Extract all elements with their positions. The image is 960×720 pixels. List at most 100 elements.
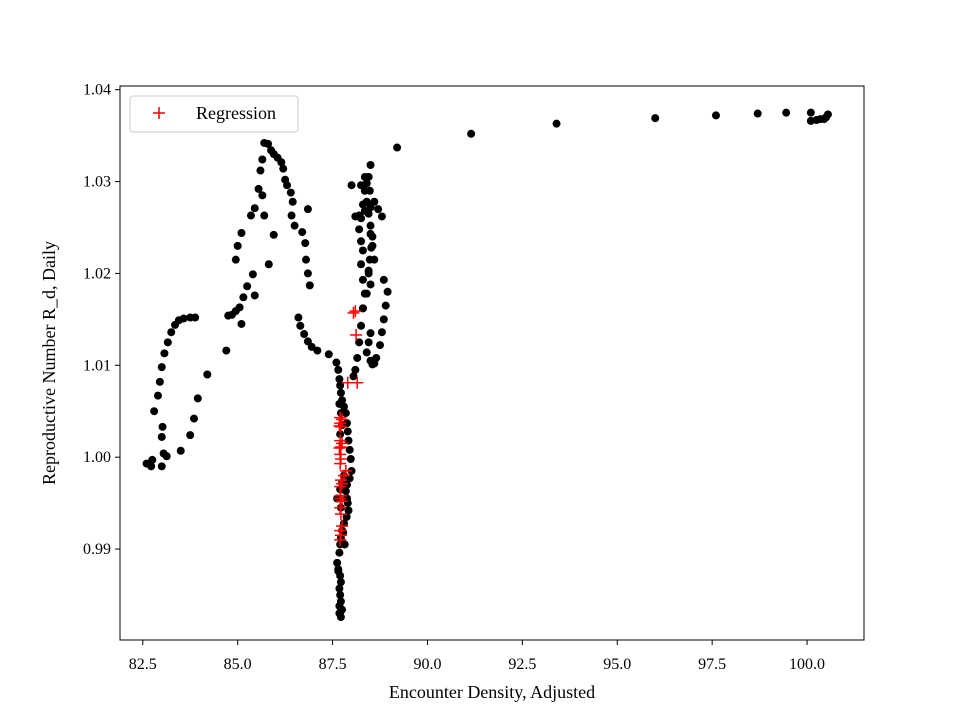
data-point bbox=[264, 260, 273, 269]
data-point bbox=[360, 206, 369, 215]
data-point bbox=[237, 228, 246, 237]
regression-point bbox=[334, 420, 347, 433]
regression-point bbox=[334, 489, 347, 502]
x-tick-label: 95.0 bbox=[603, 656, 631, 673]
data-point bbox=[336, 409, 345, 418]
data-point bbox=[711, 111, 720, 120]
data-point bbox=[358, 304, 367, 313]
legend-marker-regression bbox=[153, 107, 165, 119]
data-point bbox=[360, 172, 369, 181]
data-point bbox=[335, 584, 344, 593]
data-point bbox=[377, 328, 386, 337]
data-point bbox=[335, 399, 344, 408]
data-point bbox=[160, 349, 169, 358]
data-point bbox=[150, 407, 159, 416]
y-axis-label: Reproductive Number R_d, Daily bbox=[39, 241, 59, 485]
data-point bbox=[345, 445, 354, 454]
data-point bbox=[288, 197, 297, 206]
data-point bbox=[355, 211, 364, 220]
data-point bbox=[237, 319, 246, 328]
data-point bbox=[782, 108, 791, 117]
data-point bbox=[753, 109, 762, 118]
x-axis-label: Encounter Density, Adjusted bbox=[389, 682, 595, 702]
data-point bbox=[366, 329, 375, 338]
data-point bbox=[355, 225, 364, 234]
data-point bbox=[552, 119, 561, 128]
data-point bbox=[362, 348, 371, 357]
data-point bbox=[324, 350, 333, 359]
data-point bbox=[300, 330, 309, 339]
regression-point bbox=[341, 376, 354, 389]
regression-point bbox=[350, 328, 363, 341]
data-point bbox=[334, 567, 343, 576]
regression-point bbox=[334, 508, 347, 521]
regression-point bbox=[334, 533, 347, 546]
data-point bbox=[357, 321, 366, 330]
data-point bbox=[343, 499, 352, 508]
data-point bbox=[344, 506, 353, 515]
data-point bbox=[286, 188, 295, 197]
data-point bbox=[254, 184, 263, 193]
legend: Regression bbox=[129, 95, 299, 133]
data-point bbox=[264, 139, 273, 148]
regression-point bbox=[334, 480, 347, 493]
data-point bbox=[370, 197, 379, 206]
regression-point bbox=[333, 441, 346, 454]
data-point bbox=[368, 241, 377, 250]
data-point bbox=[298, 228, 307, 237]
data-point bbox=[303, 205, 312, 214]
data-point bbox=[335, 375, 344, 384]
regression-point bbox=[349, 305, 362, 318]
data-point bbox=[301, 239, 310, 248]
regression-point bbox=[334, 457, 347, 470]
data-point bbox=[157, 432, 166, 441]
data-point bbox=[231, 255, 240, 264]
data-point bbox=[250, 204, 259, 213]
data-point bbox=[296, 321, 305, 330]
data-point bbox=[342, 512, 351, 521]
data-point bbox=[158, 422, 167, 431]
data-point bbox=[374, 205, 383, 214]
data-point bbox=[336, 590, 345, 599]
x-tick-label: 87.5 bbox=[319, 656, 347, 673]
data-point bbox=[302, 255, 310, 264]
regression-point bbox=[333, 419, 346, 432]
data-point bbox=[823, 110, 832, 119]
data-point bbox=[313, 346, 322, 355]
data-point bbox=[467, 129, 476, 138]
data-point bbox=[346, 455, 355, 464]
data-point bbox=[203, 370, 212, 379]
y-axis: 0.99 1.00 1.01 1.02 1.03 1.04 bbox=[83, 82, 120, 558]
x-tick-label: 85.0 bbox=[224, 656, 252, 673]
data-point bbox=[336, 381, 345, 390]
data-point bbox=[651, 114, 660, 123]
y-tick-label: 1.01 bbox=[83, 357, 111, 374]
data-point bbox=[260, 211, 269, 220]
data-point bbox=[290, 221, 299, 230]
data-point bbox=[347, 181, 356, 190]
data-point bbox=[379, 275, 388, 284]
data-point bbox=[186, 431, 195, 440]
data-point bbox=[256, 166, 265, 175]
data-point bbox=[222, 346, 231, 355]
data-point bbox=[335, 548, 344, 557]
data-point bbox=[381, 301, 390, 310]
regression-series bbox=[333, 305, 364, 546]
data-point bbox=[167, 328, 176, 337]
data-point bbox=[287, 211, 296, 220]
data-point bbox=[357, 260, 366, 269]
data-point bbox=[193, 394, 202, 403]
data-point bbox=[243, 282, 252, 291]
data-point bbox=[355, 338, 364, 347]
data-point bbox=[153, 391, 162, 400]
data-point bbox=[340, 540, 349, 549]
data-point bbox=[335, 609, 344, 618]
data-point bbox=[344, 436, 353, 445]
regression-point bbox=[334, 434, 347, 447]
data-point bbox=[157, 462, 166, 471]
data-point bbox=[307, 342, 316, 351]
data-point bbox=[357, 181, 366, 190]
data-point bbox=[336, 578, 345, 587]
data-point bbox=[372, 353, 381, 362]
data-point bbox=[157, 363, 166, 372]
